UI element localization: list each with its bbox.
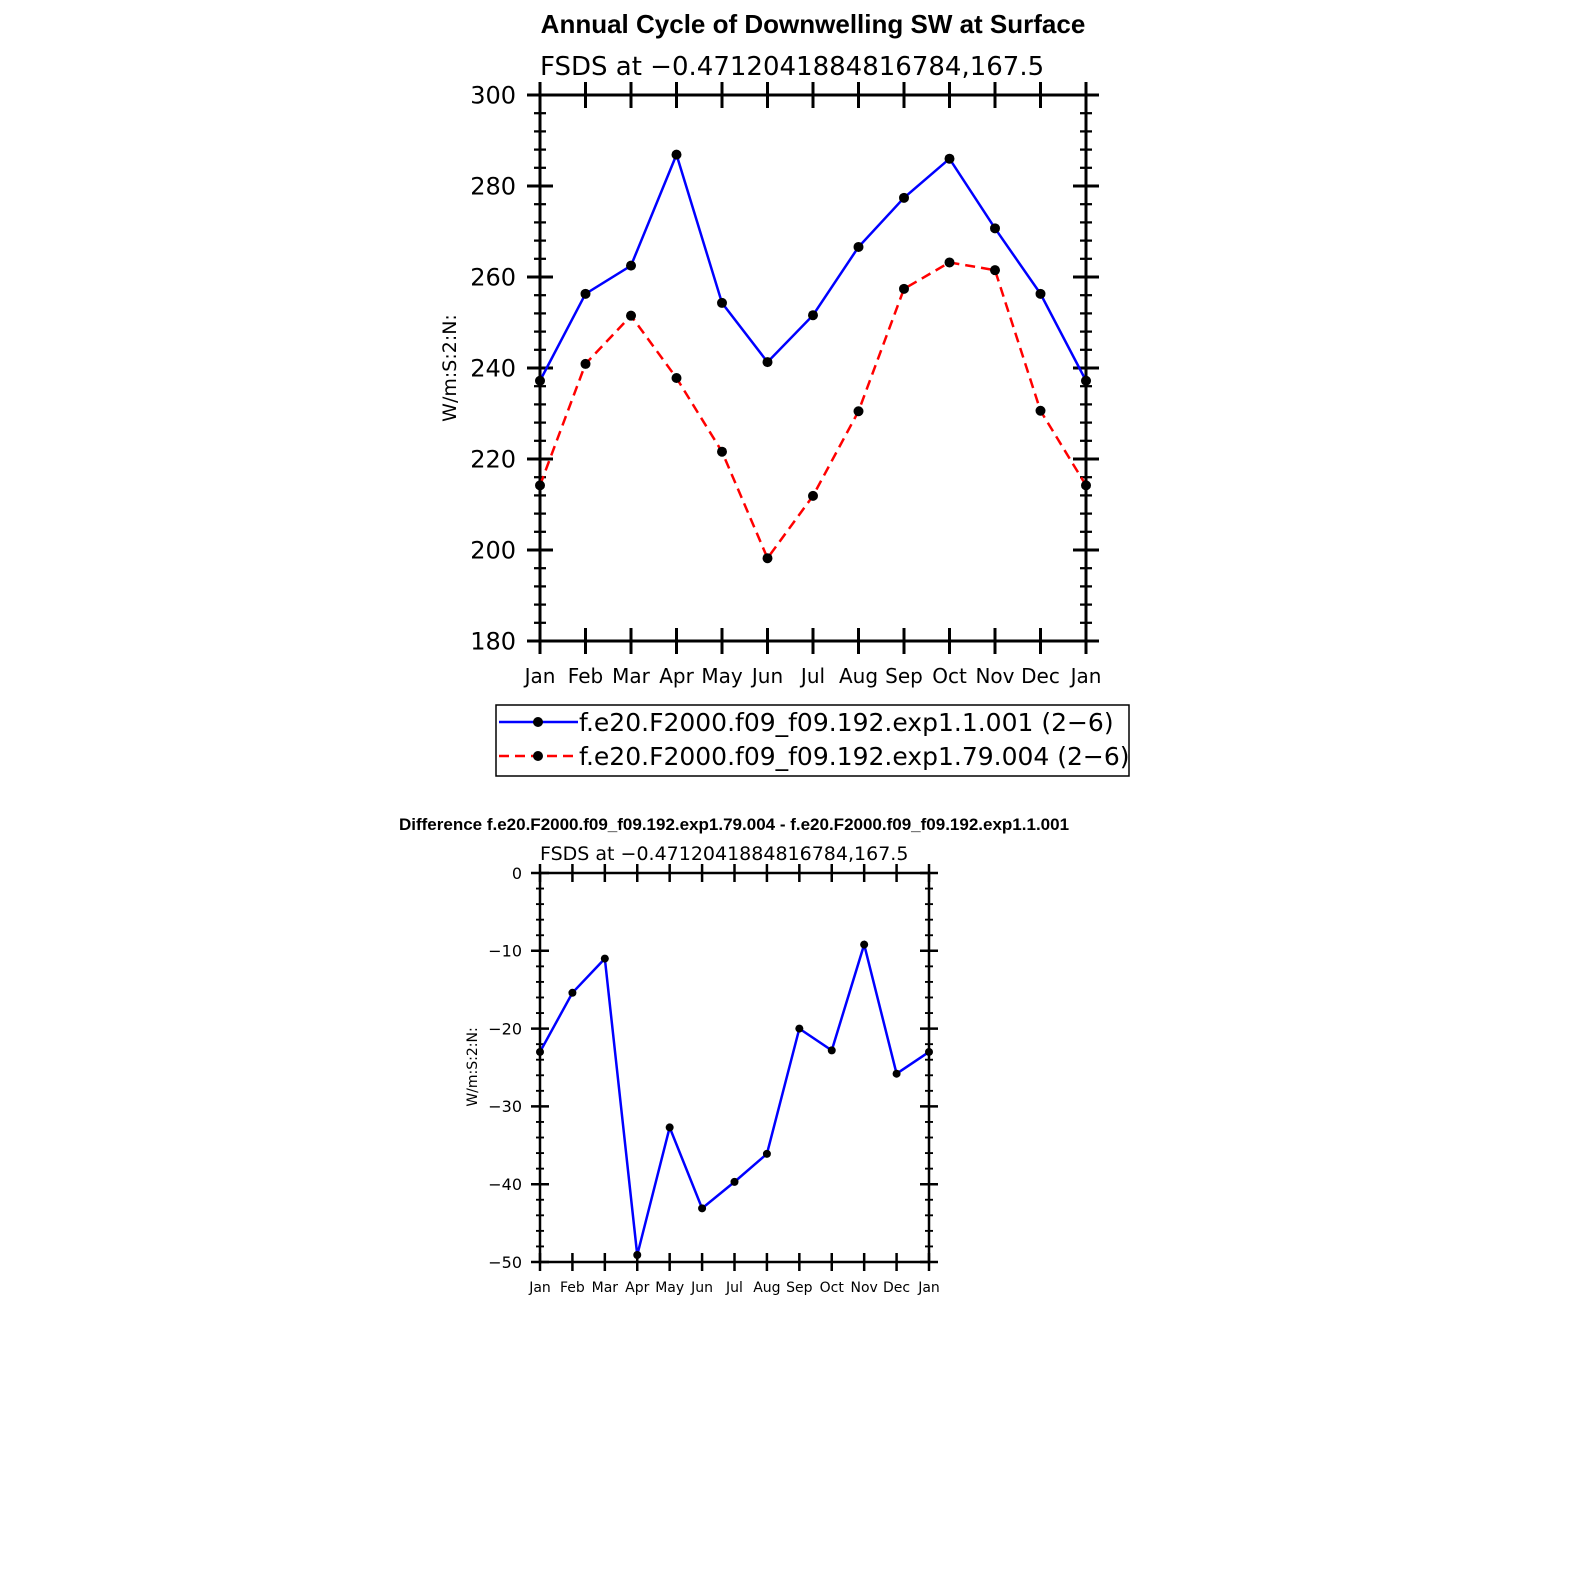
x-tick-label: Jan: [528, 1280, 551, 1296]
plot-frame: [538, 871, 931, 1264]
y-tick-label: −20: [488, 1019, 522, 1038]
chart1-title: Annual Cycle of Downwelling SW at Surfac…: [541, 9, 1086, 39]
y-tick-label: 180: [470, 628, 516, 656]
data-point-0: [698, 1204, 707, 1213]
data-point-1: [990, 265, 1000, 276]
x-tick-label: Jan: [1069, 664, 1102, 688]
chart2-subtitle: FSDS at −0.4712041884816784,167.5: [540, 843, 908, 865]
y-tick-label: 280: [470, 173, 516, 201]
y-tick-label: 0: [512, 864, 522, 883]
chart1-subtitle: FSDS at −0.4712041884816784,167.5: [540, 52, 1044, 82]
data-point-0: [1081, 375, 1091, 386]
legend-box: [495, 704, 1130, 777]
y-tick-label: −40: [488, 1175, 522, 1194]
x-tick-label: Oct: [820, 1280, 845, 1296]
chart1-plot: 180 200 220 240 260 280 300 Jan Feb Mar Apr May Jun J…: [470, 82, 1101, 688]
data-point-1: [808, 490, 818, 501]
data-point-0: [671, 149, 682, 160]
x-tick-label: May: [655, 1280, 684, 1296]
legend-marker-0: [533, 717, 543, 727]
x-tick-label: Mar: [612, 664, 651, 688]
data-point-0: [853, 241, 864, 252]
data-point-0: [633, 1250, 642, 1259]
data-point-0: [808, 310, 818, 321]
data-point-0: [892, 1069, 901, 1078]
data-point-1: [944, 257, 955, 268]
data-point-0: [730, 1177, 739, 1186]
data-point-0: [535, 375, 545, 386]
data-point-1: [1081, 480, 1091, 491]
data-point-0: [600, 954, 609, 963]
x-tick-label: Mar: [592, 1280, 619, 1296]
data-point-1: [762, 553, 773, 564]
data-point-0: [860, 940, 869, 949]
chart2-ylabel: W/m:S:2:N:: [465, 1027, 481, 1106]
x-tick-label: Aug: [839, 664, 878, 688]
data-point-0: [899, 192, 909, 203]
y-tick-label: 240: [470, 355, 516, 383]
x-tick-label: Apr: [625, 1280, 649, 1296]
x-tick-label: Jul: [799, 664, 825, 688]
x-tick-label: Feb: [568, 664, 603, 688]
x-tick-label: Jul: [725, 1280, 743, 1296]
x-tick-label: Nov: [975, 664, 1014, 688]
x-tick-label: Jan: [523, 664, 556, 688]
y-tick-label: 260: [470, 264, 516, 292]
data-point-0: [795, 1024, 804, 1033]
x-tick-label: Aug: [753, 1280, 780, 1296]
data-point-1: [717, 446, 727, 457]
data-point-0: [944, 153, 955, 164]
y-tick-label: 300: [470, 82, 516, 110]
x-tick-label: May: [701, 664, 743, 688]
data-point-1: [899, 283, 909, 294]
x-tick-label: Nov: [851, 1280, 878, 1296]
x-tick-label: Feb: [560, 1280, 585, 1296]
y-tick-label: 220: [470, 446, 516, 474]
data-point-0: [717, 297, 727, 308]
series-line-1: [538, 261, 1088, 561]
legend-label-1: f.e20.F2000.f09_f09.192.exp1.79.004 (2−6…: [579, 742, 1130, 771]
x-tick-label: Dec: [1021, 664, 1060, 688]
x-tick-label: Apr: [659, 664, 694, 688]
data-point-0: [762, 357, 773, 368]
x-tick-label: Jan: [917, 1280, 940, 1296]
chart2-title: Difference f.e20.F2000.f09_f09.192.exp1.…: [399, 815, 1069, 834]
data-point-0: [1035, 288, 1046, 299]
legend-label-0: f.e20.F2000.f09_f09.192.exp1.1.001 (2−6): [579, 708, 1114, 737]
data-point-1: [1035, 405, 1046, 416]
data-point-1: [671, 373, 682, 384]
data-point-1: [626, 310, 636, 321]
y-tick-label: −30: [488, 1097, 522, 1116]
data-point-0: [536, 1047, 544, 1056]
x-tick-label: Jun: [750, 664, 783, 688]
x-tick-label: Dec: [883, 1280, 910, 1296]
plot-frame: [538, 93, 1088, 643]
data-point-1: [580, 358, 591, 369]
y-tick-label: −50: [488, 1253, 522, 1272]
data-point-0: [990, 223, 1000, 234]
chart1-ylabel: W/m:S:2:N:: [439, 314, 461, 422]
data-point-1: [535, 480, 545, 491]
data-point-0: [762, 1149, 771, 1158]
x-tick-label: Sep: [786, 1280, 813, 1296]
data-point-1: [853, 406, 864, 417]
data-point-0: [665, 1123, 674, 1132]
y-tick-label: −10: [488, 942, 522, 961]
series-line-0: [538, 939, 930, 1256]
x-tick-label: Jun: [690, 1280, 713, 1296]
y-tick-label: 200: [470, 537, 516, 565]
data-point-0: [568, 988, 577, 997]
data-point-0: [580, 288, 591, 299]
x-tick-label: Sep: [885, 664, 923, 688]
data-point-0: [925, 1047, 933, 1056]
chart2-plot: 0 −10 −20 −30 −40 −50 Jan Feb Mar Apr May Jun Jul Aug…: [488, 864, 940, 1296]
x-tick-label: Oct: [932, 664, 967, 688]
data-point-0: [827, 1046, 836, 1055]
data-point-0: [626, 260, 636, 271]
series-line-0: [538, 150, 1088, 382]
chart1-legend: f.e20.F2000.f09_f09.192.exp1.1.001 (2−6)…: [495, 704, 1130, 777]
legend-marker-1: [533, 751, 543, 761]
